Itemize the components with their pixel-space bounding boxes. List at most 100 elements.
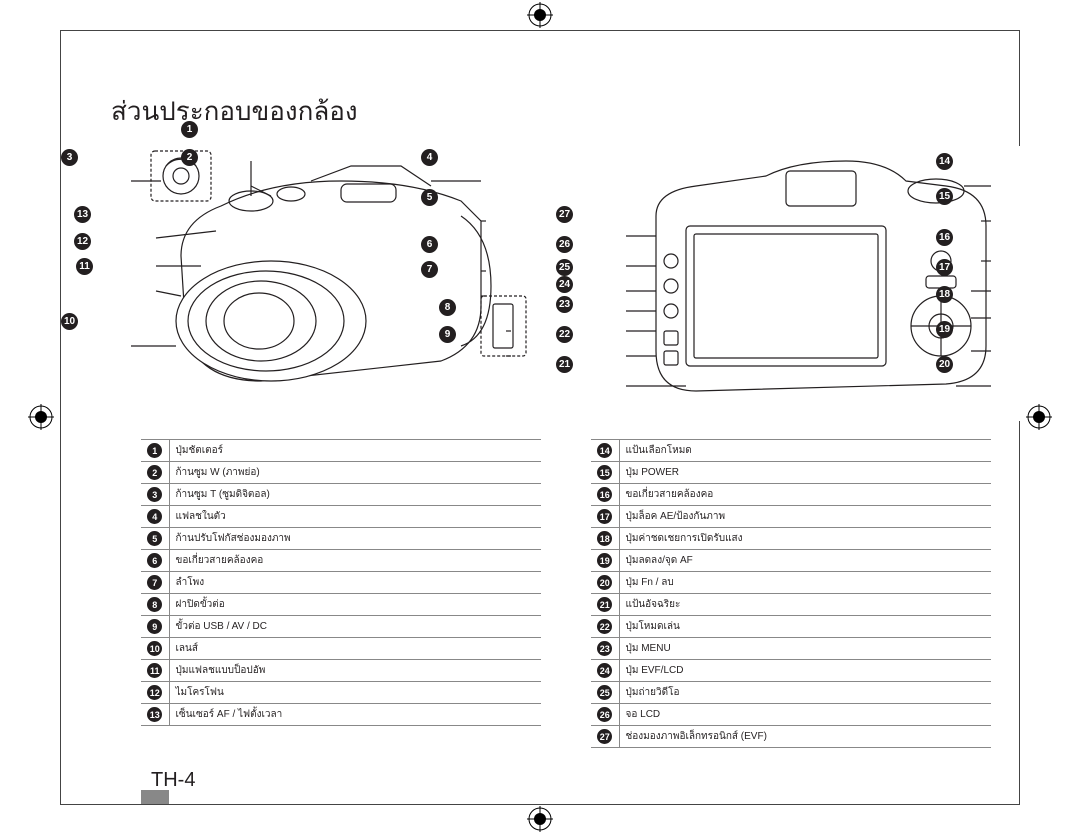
callout-badge: 18 [936, 286, 953, 303]
part-label: ปุ่มโหมดเล่น [619, 616, 991, 638]
table-row: 4 แฟลชในตัว [141, 506, 541, 528]
table-row: 13 เซ็นเซอร์ AF / ไฟตั้งเวลา [141, 704, 541, 726]
page-tab [141, 790, 169, 804]
callout-badge: 22 [556, 326, 573, 343]
part-label: ปุ่มชัตเตอร์ [169, 440, 541, 462]
callout-badge: 26 [556, 236, 573, 253]
part-number-badge: 6 [147, 553, 162, 568]
table-row: 26 จอ LCD [591, 704, 991, 726]
part-number-badge: 13 [147, 707, 162, 722]
part-number-badge: 20 [597, 575, 612, 590]
part-label: ปุ่ม POWER [619, 462, 991, 484]
part-number-badge: 2 [147, 465, 162, 480]
registration-mark-bottom [527, 806, 553, 832]
part-label: ฝาปิดขั้วต่อ [169, 594, 541, 616]
callout-badge: 23 [556, 296, 573, 313]
table-row: 21 แป้นอัจฉริยะ [591, 594, 991, 616]
table-row: 25 ปุ่มถ่ายวิดีโอ [591, 682, 991, 704]
table-row: 27 ช่องมองภาพอิเล็กทรอนิกส์ (EVF) [591, 726, 991, 748]
part-label: เลนส์ [169, 638, 541, 660]
part-number-badge: 26 [597, 707, 612, 722]
part-label: ปุ่ม Fn / ลบ [619, 572, 991, 594]
part-number-badge: 8 [147, 597, 162, 612]
part-label: ก้านปรับโฟกัสช่องมองภาพ [169, 528, 541, 550]
registration-mark-top [527, 2, 553, 28]
registration-mark-left [28, 404, 54, 430]
part-number-badge: 12 [147, 685, 162, 700]
callout-badge: 14 [936, 153, 953, 170]
part-label: ปุ่มลดลง/จุด AF [619, 550, 991, 572]
part-number-badge: 16 [597, 487, 612, 502]
part-label: ขอเกี่ยวสายคล้องคอ [169, 550, 541, 572]
part-number-badge: 1 [147, 443, 162, 458]
table-row: 11 ปุ่มแฟลชแบบป็อปอัพ [141, 660, 541, 682]
part-label: ปุ่มแฟลชแบบป็อปอัพ [169, 660, 541, 682]
table-row: 6 ขอเกี่ยวสายคล้องคอ [141, 550, 541, 572]
callout-badge: 15 [936, 188, 953, 205]
table-row: 20 ปุ่ม Fn / ลบ [591, 572, 991, 594]
callout-badge: 17 [936, 259, 953, 276]
part-number-badge: 19 [597, 553, 612, 568]
callout-badge: 24 [556, 276, 573, 293]
part-number-badge: 11 [147, 663, 162, 678]
table-row: 8 ฝาปิดขั้วต่อ [141, 594, 541, 616]
part-label: ขอเกี่ยวสายคล้องคอ [619, 484, 991, 506]
part-number-badge: 4 [147, 509, 162, 524]
part-number-badge: 18 [597, 531, 612, 546]
part-label: ปุ่มล็อค AE/ป้องกันภาพ [619, 506, 991, 528]
registration-mark-right [1026, 404, 1052, 430]
table-row: 14 แป้นเลือกโหมด [591, 440, 991, 462]
callout-badge: 25 [556, 259, 573, 276]
table-row: 18 ปุ่มค่าชดเชยการเปิดรับแสง [591, 528, 991, 550]
callout-badge: 21 [556, 356, 573, 373]
callout-badge: 27 [556, 206, 573, 223]
part-number-badge: 7 [147, 575, 162, 590]
table-row: 3 ก้านซูม T (ซูมดิจิตอล) [141, 484, 541, 506]
table-row: 1 ปุ่มชัตเตอร์ [141, 440, 541, 462]
part-number-badge: 17 [597, 509, 612, 524]
table-row: 15ปุ่ม POWER [591, 462, 991, 484]
part-number-badge: 23 [597, 641, 612, 656]
table-row: 5 ก้านปรับโฟกัสช่องมองภาพ [141, 528, 541, 550]
part-label: ก้านซูม T (ซูมดิจิตอล) [169, 484, 541, 506]
table-row: 24ปุ่ม EVF/LCD [591, 660, 991, 682]
part-label: ปุ่ม MENU [619, 638, 991, 660]
callout-badge: 16 [936, 229, 953, 246]
part-number-badge: 22 [597, 619, 612, 634]
table-row: 22 ปุ่มโหมดเล่น [591, 616, 991, 638]
table-row: 7 ลำโพง [141, 572, 541, 594]
part-number-badge: 25 [597, 685, 612, 700]
part-label: เซ็นเซอร์ AF / ไฟตั้งเวลา [169, 704, 541, 726]
part-number-badge: 21 [597, 597, 612, 612]
part-number-badge: 9 [147, 619, 162, 634]
part-number-badge: 5 [147, 531, 162, 546]
part-label: แป้นอัจฉริยะ [619, 594, 991, 616]
part-label: ลำโพง [169, 572, 541, 594]
page-frame: ส่วนประกอบของกล้อง [60, 30, 1020, 805]
table-row: 9 ขั้วต่อ USB / AV / DC [141, 616, 541, 638]
table-row: 16 ขอเกี่ยวสายคล้องคอ [591, 484, 991, 506]
table-row: 19 ปุ่มลดลง/จุด AF [591, 550, 991, 572]
part-label: ช่องมองภาพอิเล็กทรอนิกส์ (EVF) [619, 726, 991, 748]
table-row: 12 ไมโครโฟน [141, 682, 541, 704]
part-label: จอ LCD [619, 704, 991, 726]
table-row: 10เลนส์ [141, 638, 541, 660]
part-label: แฟลชในตัว [169, 506, 541, 528]
part-label: ขั้วต่อ USB / AV / DC [169, 616, 541, 638]
page-number: TH-4 [151, 769, 195, 792]
part-number-badge: 3 [147, 487, 162, 502]
callout-badge: 19 [936, 321, 953, 338]
part-number-badge: 27 [597, 729, 612, 744]
table-row: 23 ปุ่ม MENU [591, 638, 991, 660]
part-label: ปุ่มค่าชดเชยการเปิดรับแสง [619, 528, 991, 550]
part-number-badge: 14 [597, 443, 612, 458]
part-label: ปุ่มถ่ายวิดีโอ [619, 682, 991, 704]
table-row: 2 ก้านซูม W (ภาพย่อ) [141, 462, 541, 484]
part-label: แป้นเลือกโหมด [619, 440, 991, 462]
callout-badge: 20 [936, 356, 953, 373]
part-label: ก้านซูม W (ภาพย่อ) [169, 462, 541, 484]
part-label: ไมโครโฟน [169, 682, 541, 704]
parts-table-right: 14 แป้นเลือกโหมด15ปุ่ม POWER 16 ขอเกี่ยวสาย… [591, 439, 991, 748]
parts-table-left: 1 ปุ่มชัตเตอร์ 2 ก้านซูม W (ภาพย่อ) 3 ก้านซูม… [141, 439, 541, 726]
table-row: 17 ปุ่มล็อค AE/ป้องกันภาพ [591, 506, 991, 528]
